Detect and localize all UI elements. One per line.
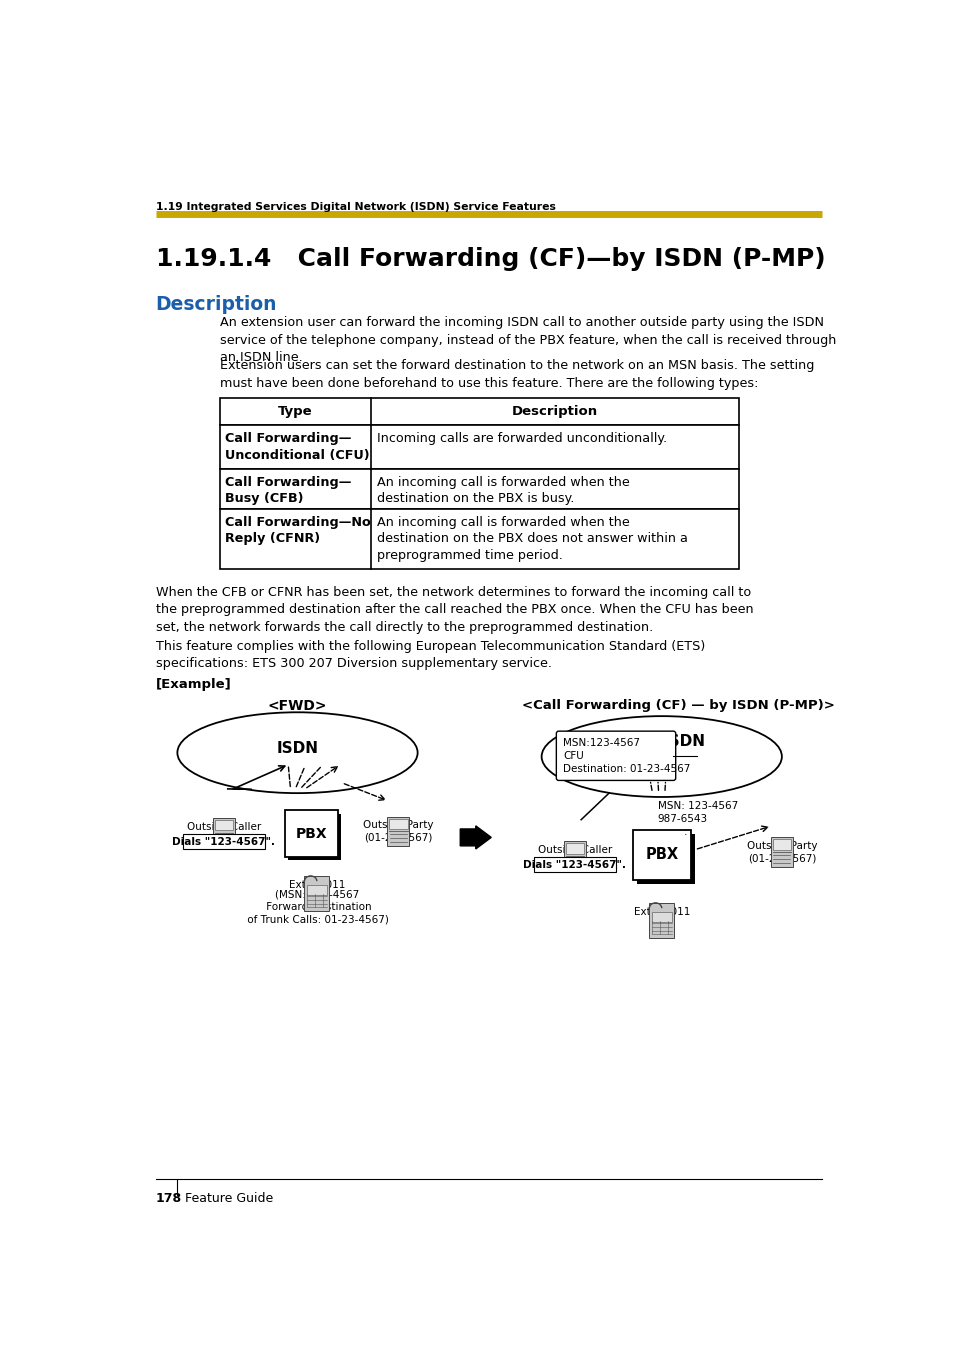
FancyBboxPatch shape [387, 816, 409, 846]
Bar [285, 811, 337, 857]
Text: Dials "123-4567".: Dials "123-4567". [523, 861, 626, 870]
Text: Dials "123-4567".: Dials "123-4567". [172, 838, 275, 847]
Text: Description: Description [512, 405, 598, 417]
Bar [389, 819, 407, 830]
Text: Type: Type [278, 405, 313, 417]
FancyBboxPatch shape [649, 902, 674, 939]
Bar [288, 813, 340, 859]
Text: An incoming call is forwarded when the
destination on the PBX is busy.: An incoming call is forwarded when the d… [376, 476, 629, 505]
Text: Feature Guide: Feature Guide [185, 1193, 274, 1205]
FancyBboxPatch shape [213, 819, 234, 847]
Text: PBX: PBX [644, 847, 678, 862]
Text: [Example]: [Example] [155, 678, 232, 690]
FancyBboxPatch shape [556, 731, 675, 781]
FancyArrow shape [459, 825, 491, 848]
Text: ISDN: ISDN [663, 734, 705, 748]
Bar [636, 834, 694, 884]
Ellipse shape [541, 716, 781, 797]
Text: When the CFB or CFNR has been set, the network determines to forward the incomin: When the CFB or CFNR has been set, the n… [155, 585, 753, 634]
Text: 1.19.1.4   Call Forwarding (CF)—by ISDN (P-MP): 1.19.1.4 Call Forwarding (CF)—by ISDN (P… [155, 247, 824, 270]
Text: Outside Party
(01-23-4567): Outside Party (01-23-4567) [746, 842, 817, 863]
FancyBboxPatch shape [563, 842, 585, 870]
Text: Extn. 1011: Extn. 1011 [633, 907, 689, 917]
Text: Outside Caller: Outside Caller [187, 821, 261, 832]
Text: Extension users can set the forward destination to the network on an MSN basis. : Extension users can set the forward dest… [220, 359, 814, 389]
Bar [214, 820, 233, 831]
Bar [307, 885, 327, 896]
Text: <Call Forwarding (CF) — by ISDN (P-MP)>: <Call Forwarding (CF) — by ISDN (P-MP)> [522, 698, 835, 712]
Bar [565, 843, 583, 854]
Bar [220, 469, 739, 508]
Text: 178: 178 [155, 1193, 182, 1205]
Text: Outside Party
(01-23-4567): Outside Party (01-23-4567) [363, 820, 433, 843]
FancyBboxPatch shape [183, 834, 265, 848]
Bar [220, 397, 739, 426]
Text: ISDN: ISDN [276, 742, 318, 757]
FancyBboxPatch shape [534, 857, 616, 871]
Bar [220, 508, 739, 569]
FancyBboxPatch shape [304, 875, 329, 912]
Text: (MSN: 123-4567
 Forward Destination
 of Trunk Calls: 01-23-4567): (MSN: 123-4567 Forward Destination of Tr… [244, 890, 389, 924]
Text: Description: Description [155, 295, 277, 313]
Text: <FWD>: <FWD> [268, 698, 327, 713]
Bar [772, 839, 790, 850]
Text: MSN: 123-4567
987-6543
        :: MSN: 123-4567 987-6543 : [658, 801, 738, 836]
Ellipse shape [177, 712, 417, 793]
Text: Outside Caller: Outside Caller [537, 846, 612, 855]
Text: 1.19 Integrated Services Digital Network (ISDN) Service Features: 1.19 Integrated Services Digital Network… [155, 203, 555, 212]
Text: An extension user can forward the incoming ISDN call to another outside party us: An extension user can forward the incomi… [220, 316, 836, 365]
FancyBboxPatch shape [770, 838, 792, 867]
Text: This feature complies with the following European Telecommunication Standard (ET: This feature complies with the following… [155, 639, 704, 670]
Bar [220, 426, 739, 469]
Text: Call Forwarding—No
Reply (CFNR): Call Forwarding—No Reply (CFNR) [225, 516, 371, 544]
Text: Call Forwarding—
Busy (CFB): Call Forwarding— Busy (CFB) [225, 476, 352, 505]
Bar [632, 830, 690, 880]
Text: MSN:123-4567
CFU
Destination: 01-23-4567: MSN:123-4567 CFU Destination: 01-23-4567 [562, 738, 690, 774]
Text: Call Forwarding—
Unconditional (CFU): Call Forwarding— Unconditional (CFU) [225, 432, 370, 462]
Text: Incoming calls are forwarded unconditionally.: Incoming calls are forwarded uncondition… [376, 432, 666, 446]
Text: PBX: PBX [295, 827, 327, 840]
Bar [651, 912, 671, 923]
Text: An incoming call is forwarded when the
destination on the PBX does not answer wi: An incoming call is forwarded when the d… [376, 516, 687, 562]
Text: Extn. 1011: Extn. 1011 [289, 880, 345, 890]
